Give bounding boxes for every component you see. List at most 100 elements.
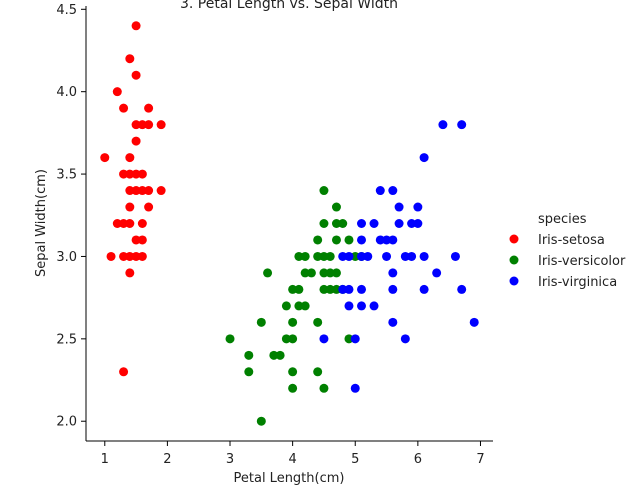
x-axis-label: Petal Length(cm) xyxy=(234,471,345,486)
data-point-iris-versicolor-34 xyxy=(325,284,335,294)
data-point-iris-versicolor-4 xyxy=(256,416,266,426)
data-point-iris-virginica-6 xyxy=(350,334,360,344)
y-tick-label: 4.5 xyxy=(56,3,77,18)
points-layer xyxy=(100,21,479,426)
data-point-iris-versicolor-39 xyxy=(331,284,341,294)
data-point-iris-versicolor-29 xyxy=(319,268,329,278)
y-tick-label: 2.5 xyxy=(56,332,77,347)
data-point-iris-setosa-34 xyxy=(144,202,154,212)
data-point-iris-virginica-35 xyxy=(419,284,429,294)
data-point-iris-virginica-3 xyxy=(344,251,354,261)
data-point-iris-virginica-27 xyxy=(400,251,410,261)
y-tick-label: 3.0 xyxy=(56,250,77,265)
data-point-iris-setosa-19 xyxy=(131,120,141,130)
x-tick-label: 4 xyxy=(288,452,296,467)
data-point-iris-virginica-14 xyxy=(369,219,379,228)
data-point-iris-virginica-22 xyxy=(388,268,398,278)
data-point-iris-virginica-41 xyxy=(469,317,479,327)
y-tick-label: 2.0 xyxy=(56,415,77,430)
data-point-iris-setosa-25 xyxy=(137,120,147,130)
x-tick-label: 3 xyxy=(226,452,234,467)
data-point-iris-virginica-16 xyxy=(375,186,385,196)
legend-marker-iris-versicolor xyxy=(509,255,519,265)
legend-label-iris-versicolor: Iris-versicolor xyxy=(538,254,626,269)
data-point-iris-virginica-34 xyxy=(419,251,429,261)
data-point-iris-setosa-0 xyxy=(100,153,110,163)
data-point-iris-versicolor-13 xyxy=(288,367,298,377)
data-point-iris-versicolor-22 xyxy=(313,235,323,245)
data-point-iris-virginica-7 xyxy=(350,383,360,393)
data-point-iris-virginica-2 xyxy=(338,284,348,294)
data-point-iris-setosa-29 xyxy=(137,235,147,245)
data-point-iris-setosa-11 xyxy=(125,169,135,179)
data-point-iris-virginica-37 xyxy=(438,120,448,130)
legend-marker-iris-virginica xyxy=(509,276,519,286)
data-point-iris-virginica-20 xyxy=(388,186,398,196)
data-point-iris-virginica-19 xyxy=(382,251,392,261)
y-axis-label: Sepal Width(cm) xyxy=(34,169,49,277)
data-point-iris-versicolor-33 xyxy=(325,268,335,278)
data-point-iris-virginica-9 xyxy=(357,235,367,245)
data-point-iris-versicolor-9 xyxy=(281,334,291,344)
data-point-iris-versicolor-28 xyxy=(319,251,329,261)
data-point-iris-versicolor-37 xyxy=(331,235,341,245)
data-point-iris-versicolor-6 xyxy=(269,350,279,360)
data-point-iris-versicolor-36 xyxy=(331,219,341,228)
data-point-iris-virginica-13 xyxy=(363,251,373,261)
data-point-iris-virginica-32 xyxy=(413,219,423,228)
data-point-iris-setosa-16 xyxy=(125,268,135,278)
data-point-iris-versicolor-20 xyxy=(300,301,310,311)
legend-label-iris-virginica: Iris-virginica xyxy=(538,275,617,290)
data-point-iris-setosa-28 xyxy=(137,219,147,228)
data-point-iris-versicolor-17 xyxy=(294,301,304,311)
data-point-iris-versicolor-1 xyxy=(244,350,254,360)
data-point-iris-versicolor-2 xyxy=(244,367,254,377)
data-point-iris-setosa-4 xyxy=(119,103,129,113)
data-point-iris-setosa-14 xyxy=(125,219,135,228)
data-point-iris-setosa-24 xyxy=(131,251,141,261)
data-point-iris-versicolor-16 xyxy=(294,284,304,294)
chart-title: 3. Petal Length vs. Sepal Width xyxy=(180,0,398,12)
legend-label-iris-setosa: Iris-setosa xyxy=(538,233,605,248)
data-point-iris-setosa-17 xyxy=(131,21,141,31)
data-point-iris-versicolor-5 xyxy=(263,268,273,278)
data-point-iris-versicolor-7 xyxy=(275,350,285,360)
data-point-iris-versicolor-27 xyxy=(319,219,329,228)
data-point-iris-virginica-10 xyxy=(357,251,367,261)
data-point-iris-versicolor-21 xyxy=(306,268,316,278)
data-point-iris-versicolor-32 xyxy=(325,251,335,261)
data-point-iris-setosa-6 xyxy=(119,251,129,261)
data-point-iris-versicolor-18 xyxy=(300,251,310,261)
data-point-iris-versicolor-3 xyxy=(256,317,266,327)
data-point-iris-versicolor-35 xyxy=(331,202,341,212)
data-point-iris-virginica-25 xyxy=(394,202,404,212)
data-point-iris-setosa-36 xyxy=(156,186,166,196)
data-point-iris-setosa-23 xyxy=(131,235,141,245)
data-point-iris-setosa-13 xyxy=(125,202,135,212)
data-point-iris-versicolor-31 xyxy=(319,383,329,393)
data-point-iris-setosa-21 xyxy=(131,169,141,179)
data-point-iris-versicolor-10 xyxy=(288,284,298,294)
data-point-iris-setosa-26 xyxy=(137,169,147,179)
data-point-iris-versicolor-24 xyxy=(313,317,323,327)
data-point-iris-versicolor-0 xyxy=(225,334,235,344)
data-point-iris-versicolor-23 xyxy=(313,251,323,261)
data-point-iris-virginica-8 xyxy=(357,219,367,228)
y-tick-label: 3.5 xyxy=(56,168,77,183)
x-ticks: 1 2 3 4 5 6 7 xyxy=(101,441,485,467)
data-point-iris-virginica-28 xyxy=(400,334,410,344)
legend-marker-iris-setosa xyxy=(509,234,519,244)
data-point-iris-virginica-26 xyxy=(394,219,404,228)
data-point-iris-setosa-18 xyxy=(131,70,141,80)
data-point-iris-versicolor-40 xyxy=(338,219,348,228)
data-point-iris-virginica-15 xyxy=(369,301,379,311)
x-tick-label: 1 xyxy=(101,452,109,467)
data-point-iris-setosa-12 xyxy=(125,186,135,196)
data-point-iris-setosa-7 xyxy=(119,219,129,228)
data-point-iris-virginica-4 xyxy=(344,284,354,294)
data-point-iris-setosa-3 xyxy=(112,219,122,228)
data-point-iris-versicolor-15 xyxy=(294,251,304,261)
data-point-iris-setosa-32 xyxy=(144,120,154,130)
data-point-iris-virginica-0 xyxy=(319,334,329,344)
